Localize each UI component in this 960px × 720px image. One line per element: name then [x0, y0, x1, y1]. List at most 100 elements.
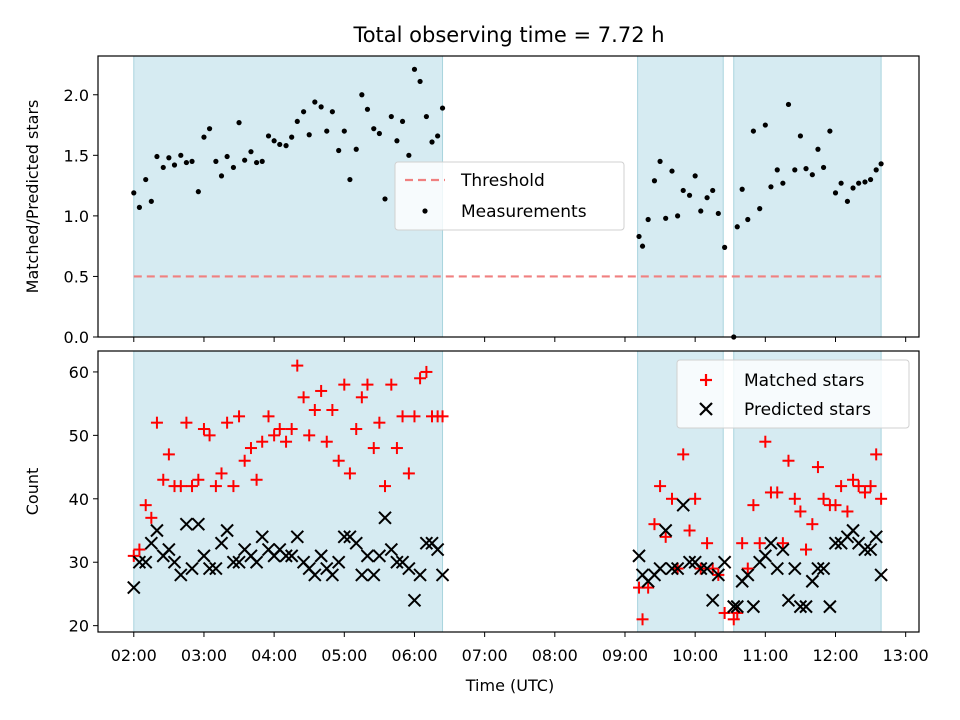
matched-stars-point	[268, 429, 281, 442]
matched-stars-point	[782, 454, 795, 467]
predicted-stars-point	[430, 542, 445, 557]
observing-window-1	[637, 55, 724, 338]
y-tick-label: 1.5	[64, 146, 89, 165]
matched-stars-point	[378, 480, 391, 493]
measurement-point	[757, 206, 763, 212]
measurement-point	[417, 78, 423, 85]
predicted-stars-point	[209, 561, 223, 576]
matched-stars-point	[139, 499, 152, 512]
predicted-stars-point	[793, 599, 808, 614]
matched-stars-point	[753, 537, 766, 550]
predicted-stars-point	[665, 561, 679, 576]
predicted-stars-point	[776, 542, 790, 557]
matched-stars-point	[788, 492, 801, 505]
bottom-plot-data	[127, 359, 888, 626]
top-panel-ratio: 0.00.51.01.52.0 Matched/Predicted stars …	[23, 55, 920, 347]
measurement-point	[301, 109, 307, 115]
predicted-stars-point	[700, 561, 714, 576]
matched-stars-point	[256, 435, 269, 448]
top-y-axis-label: Matched/Predicted stars	[23, 100, 42, 294]
predicted-stars-point	[355, 568, 369, 582]
x-tick-label: 12:00	[812, 646, 858, 665]
measurement-point	[639, 243, 646, 249]
measurement-point	[838, 180, 844, 186]
matched-stars-point	[197, 423, 210, 436]
predicted-stars-point	[727, 599, 741, 614]
predicted-stars-point	[764, 536, 778, 550]
matched-stars-point	[145, 511, 158, 524]
measurement-point	[663, 215, 669, 221]
matched-stars-point	[689, 492, 702, 505]
measurement-point	[201, 134, 207, 140]
predicted-stars-point	[162, 542, 176, 557]
observing-window-0	[133, 350, 444, 633]
measurement-point	[739, 186, 745, 192]
measurement-point	[435, 133, 441, 139]
legend-matched-swatch	[700, 374, 712, 386]
top-axes-frame	[97, 55, 920, 338]
measurement-point	[388, 113, 394, 120]
predicted-stars-point	[805, 574, 820, 588]
matched-stars-point	[858, 486, 871, 499]
predicted-stars-point	[127, 580, 141, 595]
predicted-stars-point	[150, 523, 164, 538]
measurement-point	[248, 149, 254, 155]
predicted-stars-point	[384, 542, 399, 557]
measurement-point	[704, 195, 710, 201]
measurement-point	[669, 168, 675, 174]
bottom-panel-counts: 20 30 40 50 60 Count Matched stars Predicted…	[23, 350, 920, 637]
matched-stars-point	[390, 442, 403, 455]
predicted-stars-point	[670, 561, 685, 576]
matched-stars-point	[273, 423, 286, 436]
matched-stars-point	[221, 416, 234, 429]
measurement-point	[236, 120, 242, 126]
measurement-point	[803, 166, 809, 172]
matched-stars-point	[701, 537, 714, 550]
predicted-stars-point	[349, 536, 363, 550]
predicted-stars-point	[139, 555, 153, 569]
measurement-point	[353, 146, 359, 152]
measurement-point	[143, 176, 149, 183]
x-tick-label: 02:00	[111, 646, 157, 665]
matched-stars-point	[262, 410, 275, 423]
measurement-point	[768, 184, 774, 190]
y-tick-label: 1.0	[64, 207, 89, 226]
predicted-stars-point	[360, 549, 375, 563]
measurement-point	[844, 198, 851, 204]
matched-stars-point	[852, 480, 865, 493]
measurement-point	[183, 159, 190, 166]
measurement-point	[809, 172, 815, 178]
measurement-point	[136, 204, 143, 211]
matched-stars-point	[817, 492, 830, 505]
matched-stars-point	[285, 423, 298, 436]
matched-stars-point	[747, 499, 760, 512]
measurement-point	[745, 216, 751, 223]
predicted-stars-point	[174, 568, 188, 582]
matched-stars-point	[402, 467, 415, 480]
measurement-point	[271, 138, 277, 144]
predicted-stars-point	[676, 498, 690, 512]
matched-stars-point	[203, 429, 216, 442]
matched-stars-point	[436, 410, 449, 423]
figure-title: Total observing time = 7.72 h	[352, 23, 664, 47]
predicted-stars-point	[255, 530, 269, 544]
predicted-stars-point	[214, 536, 229, 550]
top-observing-windows	[133, 55, 882, 338]
x-tick-label: 04:00	[251, 646, 297, 665]
matched-stars-point	[759, 435, 772, 448]
measurement-point	[329, 109, 335, 115]
matched-stars-point	[303, 429, 316, 442]
matched-stars-point	[157, 473, 170, 486]
predicted-stars-point	[337, 530, 352, 544]
predicted-stars-point	[746, 599, 761, 614]
measurement-point	[651, 178, 658, 184]
measurement-point	[827, 128, 833, 134]
bottom-legend: Matched stars Predicted stars	[676, 359, 910, 429]
legend-measurements-swatch	[422, 208, 428, 214]
matched-stars-point	[297, 391, 310, 404]
matched-stars-point	[355, 391, 368, 404]
measurement-point	[856, 180, 862, 186]
matched-stars-point	[315, 384, 328, 397]
predicted-stars-point	[331, 555, 346, 569]
